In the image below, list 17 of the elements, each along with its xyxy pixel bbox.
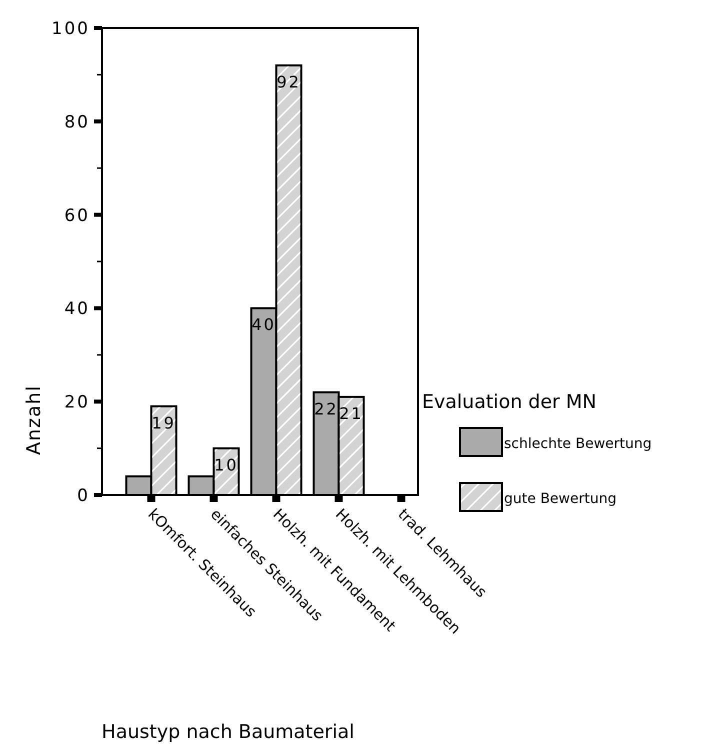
- y-tick-label: 40: [64, 299, 90, 320]
- data-label: 40: [252, 315, 276, 334]
- y-tick-label: 20: [64, 392, 90, 413]
- data-label: 92: [276, 72, 301, 92]
- legend-title: Evaluation der MN: [422, 391, 596, 413]
- legend-label: gute Bewertung: [504, 491, 616, 507]
- y-axis-title: Anzahl: [23, 385, 45, 455]
- legend-label: schlechte Bewertung: [504, 436, 652, 452]
- y-tick-label: 100: [52, 18, 90, 39]
- data-label: 10: [214, 455, 238, 474]
- data-label: 22: [314, 399, 338, 418]
- data-label: 21: [339, 404, 364, 423]
- y-tick-label: 80: [64, 112, 90, 132]
- data-label: 19: [152, 413, 176, 432]
- x-axis-title: Haustyp nach Baumaterial: [102, 721, 354, 743]
- y-tick-label: 60: [64, 206, 90, 226]
- y-tick-label: 0: [77, 486, 90, 506]
